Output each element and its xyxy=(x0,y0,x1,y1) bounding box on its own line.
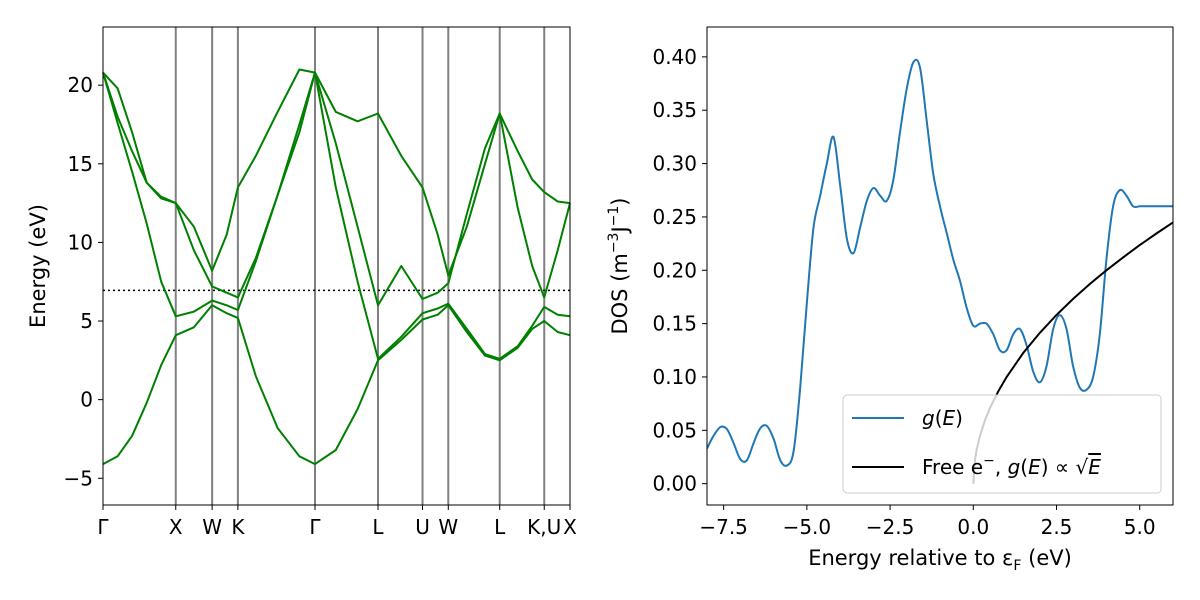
x-tick-label: X xyxy=(169,515,183,539)
band-line xyxy=(102,71,571,360)
dos-y-ticks: 0.00 0.05 0.10 0.15 0.20 0.25 0.30 0.35 0.40 xyxy=(652,45,707,496)
band-line xyxy=(102,68,571,277)
y-tick-label: 15 xyxy=(68,152,93,176)
dos-x-ticks: −7.5 −5.0 −2.5 0.0 2.5 5.0 xyxy=(699,505,1156,539)
y-tick-label: 0.25 xyxy=(652,205,697,229)
y-tick-label: −5 xyxy=(64,466,93,490)
x-tick-label: L xyxy=(372,515,384,539)
band-y-axis-label: Energy (eV) xyxy=(26,204,50,328)
band-line xyxy=(102,304,571,466)
x-tick-label: W xyxy=(202,515,222,539)
y-tick-label: 0.05 xyxy=(652,418,697,442)
x-tick-label: X xyxy=(563,515,577,539)
dos-y-axis-label: DOS (m−3J−1) xyxy=(606,197,632,334)
y-tick-label: 0.00 xyxy=(652,472,697,496)
x-tick-label: −2.5 xyxy=(866,515,915,539)
dos-x-axis-label: Energy relative to εF (eV) xyxy=(808,546,1072,574)
y-tick-label: 10 xyxy=(68,230,93,254)
bands xyxy=(102,68,571,466)
dos-legend: g(E) Free e−, g(E) ∝ √E xyxy=(842,394,1162,494)
band-x-ticks: Γ X W K Γ L U W L K,U X xyxy=(97,505,577,539)
x-tick-label: Γ xyxy=(97,515,109,539)
x-tick-label: −5.0 xyxy=(783,515,832,539)
x-tick-label: K xyxy=(231,515,245,539)
x-tick-label: Γ xyxy=(309,515,321,539)
band-plot-frame xyxy=(102,26,571,506)
legend-box xyxy=(842,394,1162,494)
y-tick-label: 0 xyxy=(80,388,93,412)
x-tick-label: L xyxy=(494,515,506,539)
y-tick-label: 0.35 xyxy=(652,98,697,122)
legend-label-gE: g(E) xyxy=(922,406,963,430)
legend-label-free-electron: Free e−, g(E) ∝ √E xyxy=(922,453,1101,479)
y-tick-label: 0.15 xyxy=(652,312,697,336)
x-tick-label: U xyxy=(415,515,430,539)
x-tick-label: 5.0 xyxy=(1124,515,1156,539)
x-tick-label: K,U xyxy=(527,515,561,539)
y-tick-label: 5 xyxy=(80,309,93,333)
y-tick-label: 0.20 xyxy=(652,258,697,282)
y-tick-label: 0.10 xyxy=(652,365,697,389)
dos-plot-frame xyxy=(706,26,1174,506)
x-tick-label: 0.0 xyxy=(957,515,989,539)
x-tick-label: W xyxy=(438,515,458,539)
dos-chart: 0.00 0.05 0.10 0.15 0.20 0.25 0.30 0.35 0.40 −7.… xyxy=(606,26,1174,574)
band-y-ticks: −5 0 5 10 15 20 xyxy=(64,73,103,490)
high-symmetry-lines xyxy=(174,27,546,505)
y-tick-label: 0.30 xyxy=(652,152,697,176)
y-tick-label: 20 xyxy=(68,73,93,97)
x-tick-label: −7.5 xyxy=(699,515,748,539)
x-tick-label: 2.5 xyxy=(1041,515,1073,539)
dos-gE-line xyxy=(707,58,1173,467)
y-tick-label: 0.40 xyxy=(652,45,697,69)
